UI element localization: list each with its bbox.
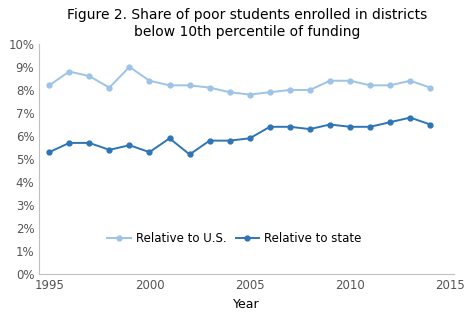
Relative to state — [307, 127, 313, 131]
Relative to state — [387, 120, 393, 124]
Relative to state — [287, 125, 293, 129]
Relative to state — [327, 122, 333, 126]
Relative to U.S. — [327, 79, 333, 83]
Relative to state — [86, 141, 92, 145]
Relative to U.S. — [247, 93, 253, 96]
Relative to U.S. — [187, 84, 192, 87]
Relative to U.S. — [86, 74, 92, 78]
Relative to state — [107, 148, 112, 152]
Relative to state — [227, 139, 233, 143]
Relative to U.S. — [428, 86, 433, 90]
Relative to U.S. — [387, 84, 393, 87]
Relative to U.S. — [367, 84, 373, 87]
Relative to U.S. — [107, 86, 112, 90]
Legend: Relative to U.S., Relative to state: Relative to U.S., Relative to state — [102, 227, 366, 250]
Relative to state — [167, 137, 173, 140]
Relative to U.S. — [127, 65, 132, 69]
Relative to U.S. — [407, 79, 413, 83]
Relative to state — [146, 150, 152, 154]
Relative to state — [187, 152, 192, 156]
Line: Relative to state: Relative to state — [47, 115, 433, 157]
Relative to U.S. — [227, 90, 233, 94]
Relative to state — [267, 125, 273, 129]
Relative to U.S. — [167, 84, 173, 87]
Relative to state — [428, 122, 433, 126]
Title: Figure 2. Share of poor students enrolled in districts
below 10th percentile of : Figure 2. Share of poor students enrolle… — [67, 8, 427, 39]
X-axis label: Year: Year — [234, 298, 260, 311]
Relative to U.S. — [46, 84, 52, 87]
Relative to state — [347, 125, 353, 129]
Relative to state — [46, 150, 52, 154]
Relative to U.S. — [66, 70, 72, 73]
Relative to state — [66, 141, 72, 145]
Line: Relative to U.S.: Relative to U.S. — [47, 64, 433, 97]
Relative to U.S. — [146, 79, 152, 83]
Relative to U.S. — [307, 88, 313, 92]
Relative to U.S. — [347, 79, 353, 83]
Relative to state — [367, 125, 373, 129]
Relative to state — [127, 143, 132, 147]
Relative to state — [407, 116, 413, 120]
Relative to U.S. — [267, 90, 273, 94]
Relative to state — [247, 137, 253, 140]
Relative to U.S. — [207, 86, 212, 90]
Relative to state — [207, 139, 212, 143]
Relative to U.S. — [287, 88, 293, 92]
